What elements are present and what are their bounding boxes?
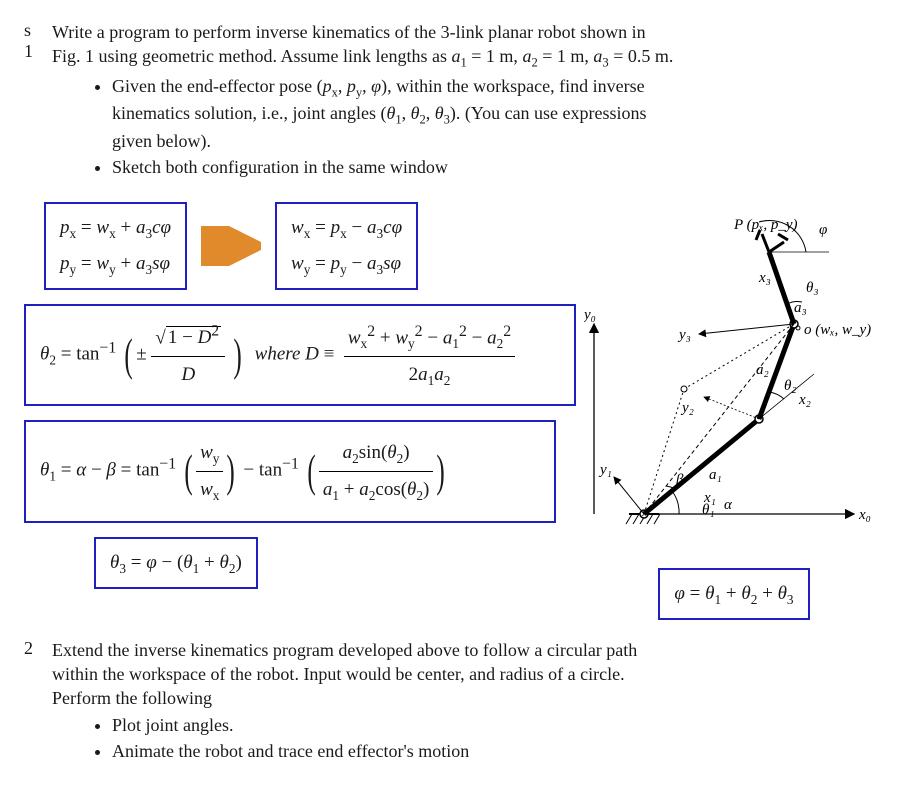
- eq-box2: wx = px − a3cφ wy = py − a3sφ: [275, 202, 418, 290]
- c2: ,: [362, 76, 371, 96]
- lbl-y0: y₀: [584, 307, 596, 323]
- eq-col: px = wx + a3cφ py = wy + a3sφ wx = px − …: [24, 188, 584, 604]
- lbl-a2: a₂: [756, 362, 769, 378]
- lbl-th3: θ₃: [806, 280, 819, 296]
- phi: φ: [371, 76, 381, 96]
- side-s: s: [24, 20, 52, 41]
- robot-diagram: x₀ y₀: [584, 194, 884, 564]
- c1: ,: [338, 76, 347, 96]
- q2-text: Extend the inverse kinematics program de…: [52, 638, 877, 771]
- b1l2: kinematics solution, i.e., joint angles …: [112, 103, 386, 123]
- q1-text: Write a program to perform inverse kinem…: [52, 20, 877, 188]
- q2-block: 2 Extend the inverse kinematics program …: [24, 638, 877, 771]
- lbl-beta: β: [675, 472, 684, 488]
- lbl-P: P (pₓ, p_y): [733, 217, 798, 233]
- lbl-o: o (wₓ, w_y): [804, 322, 871, 338]
- lbl-a1: a₁: [709, 467, 722, 483]
- side-1: 1: [24, 41, 52, 62]
- b1l3: given below).: [112, 131, 211, 151]
- lbl-phi: φ: [819, 222, 827, 238]
- cc1: ,: [402, 103, 411, 123]
- q2-b2: Animate the robot and trace end effector…: [112, 739, 877, 763]
- lbl-x2: x₂: [798, 392, 811, 408]
- lbl-y1: y₁: [598, 462, 612, 478]
- eq-box1: px = wx + a3cφ py = wy + a3sφ: [44, 202, 187, 290]
- eq1-l1: px = wx + a3cφ: [60, 210, 171, 246]
- lbl-th1: θ₁: [702, 502, 715, 518]
- q1-header: s 1 Write a program to perform inverse k…: [24, 20, 877, 188]
- eqrow-4: θ3 = φ − (θ1 + θ2): [94, 537, 584, 589]
- q2-num: 2: [24, 638, 52, 659]
- q1-l2-pre: Fig. 1 using geometric method. Assume li…: [52, 46, 451, 66]
- eq-box4: θ1 = α − β = tan−1 (wywx) − tan−1 (a2sin…: [24, 420, 556, 523]
- lbl-y3: y₃: [677, 327, 691, 343]
- lbl-y2: y₂: [680, 400, 694, 416]
- py: p: [347, 76, 356, 96]
- a2eq: = 1 m,: [538, 46, 594, 66]
- q1-line2: Fig. 1 using geometric method. Assume li…: [52, 44, 877, 72]
- q1-line1: Write a program to perform inverse kinem…: [52, 20, 877, 44]
- a3eq: = 0.5 m.: [609, 46, 674, 66]
- q1-b2: Sketch both configuration in the same wi…: [112, 155, 877, 179]
- a1eq: = 1 m,: [467, 46, 523, 66]
- lbl-x3: x₃: [758, 270, 771, 286]
- b1l2p: ). (You can use expressions: [450, 103, 647, 123]
- b1pre: Given the end-effector pose (: [112, 76, 323, 96]
- t1: θ: [386, 103, 395, 123]
- eq2-l1: wx = px − a3cφ: [291, 210, 402, 246]
- eqrow-6: φ = θ1 + θ2 + θ3: [584, 568, 884, 620]
- eqrow-2: θ2 = tan−1 (± √1 − D2D ) where D ≡ wx2 +…: [24, 304, 584, 407]
- lbl-x0: x₀: [858, 507, 871, 523]
- q1-bullets: Given the end-effector pose (px, py, φ),…: [52, 74, 877, 180]
- q2-l3: Perform the following: [52, 686, 877, 710]
- q2-b1: Plot joint angles.: [112, 713, 877, 737]
- eqrow-1: px = wx + a3cφ py = wy + a3sφ wx = px − …: [44, 202, 584, 290]
- b1post: ), within the workspace, find inverse: [381, 76, 644, 96]
- diagram-col: x₀ y₀: [584, 188, 884, 620]
- lbl-th2: θ₂: [784, 378, 797, 394]
- q1-b1: Given the end-effector pose (px, py, φ),…: [112, 74, 877, 153]
- eq-diagram-row: px = wx + a3cφ py = wy + a3sφ wx = px − …: [24, 188, 877, 620]
- lbl-a3: a₃: [794, 300, 807, 316]
- eq1-l2: py = wy + a3sφ: [60, 246, 171, 282]
- cc2: ,: [426, 103, 435, 123]
- eq-box5: θ3 = φ − (θ1 + θ2): [94, 537, 258, 589]
- arrow-icon: [201, 226, 261, 266]
- eq-box6: φ = θ1 + θ2 + θ3: [658, 568, 809, 620]
- eqrow-3: θ1 = α − β = tan−1 (wywx) − tan−1 (a2sin…: [24, 420, 584, 523]
- eq-box3: θ2 = tan−1 (± √1 − D2D ) where D ≡ wx2 +…: [24, 304, 576, 407]
- px: p: [323, 76, 332, 96]
- lbl-alpha: α: [724, 497, 733, 513]
- t3: θ: [435, 103, 444, 123]
- q2-l1: Extend the inverse kinematics program de…: [52, 638, 877, 662]
- q1-side: s 1: [24, 20, 52, 62]
- q2-l2: within the workspace of the robot. Input…: [52, 662, 877, 686]
- eq2-l2: wy = py − a3sφ: [291, 246, 402, 282]
- q2-bullets: Plot joint angles. Animate the robot and…: [52, 713, 877, 764]
